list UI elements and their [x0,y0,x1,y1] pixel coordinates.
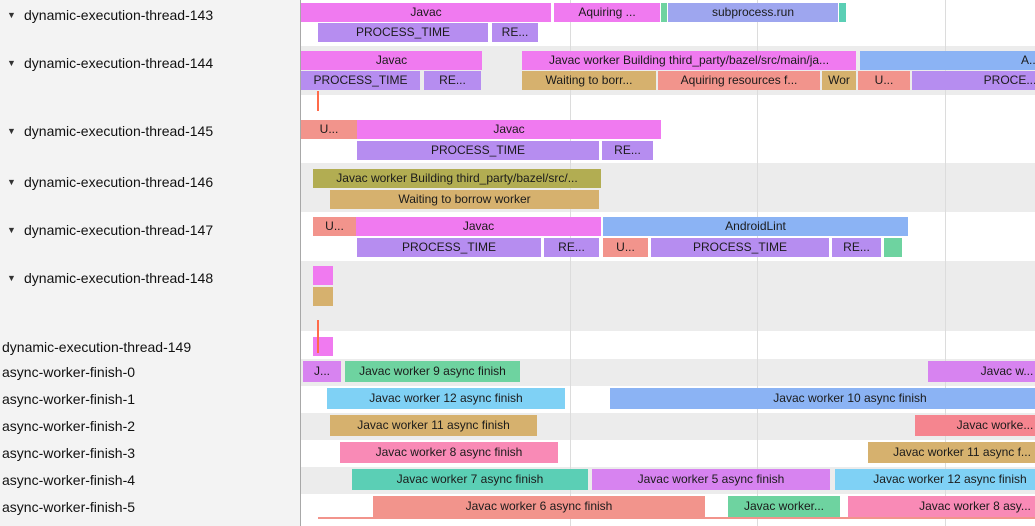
trace-slice[interactable]: Javac worker 6 async finish [373,496,705,517]
trace-slice[interactable]: J... [303,361,341,382]
trace-slice[interactable]: U... [313,217,356,236]
trace-slice[interactable]: U... [603,238,648,257]
row-label: dynamic-execution-thread-146 [24,173,214,190]
trace-slice[interactable]: PROCESS_TIME [357,141,599,160]
trace-slice[interactable]: Javac worker... [728,496,840,517]
row-label: dynamic-execution-thread-148 [24,269,214,286]
trace-slice[interactable]: RE... [544,238,599,257]
trace-slice[interactable]: Waiting to borr... [522,71,656,90]
trace-slice[interactable]: AndroidLint [603,217,908,236]
row-label: async-worker-finish-2 [2,417,136,434]
collapse-arrow-icon[interactable]: ▼ [7,176,16,187]
sidebar-row[interactable]: dynamic-execution-thread-149 [0,336,300,357]
collapse-arrow-icon[interactable]: ▼ [7,57,16,68]
trace-slice[interactable]: Javac worke... [915,415,1035,436]
sidebar-row[interactable]: ▼ dynamic-execution-thread-147 [0,219,300,240]
trace-slice[interactable]: RE... [602,141,653,160]
trace-slice[interactable]: Javac worker 9 async finish [345,361,520,382]
sidebar-row[interactable]: ▼ dynamic-execution-thread-144 [0,52,300,73]
trace-slice[interactable]: RE... [424,71,481,90]
row-label: dynamic-execution-thread-145 [24,122,214,139]
trace-slice[interactable]: Javac w... [928,361,1035,382]
trace-slice[interactable]: Aquiring resources f... [658,71,820,90]
trace-slice[interactable]: PROCESS_TIME [318,23,488,42]
trace-slice[interactable]: Javac [357,120,661,139]
trace-slice[interactable] [839,3,846,22]
trace-slice[interactable] [313,266,333,285]
trace-slice[interactable]: Javac [356,217,601,236]
sidebar-row[interactable]: ▼ dynamic-execution-thread-148 [0,267,300,288]
sidebar-row[interactable]: async-worker-finish-0 [0,361,300,382]
flow-marker [318,517,1035,519]
trace-slice[interactable]: Aquiring ... [554,3,660,22]
timeline-grid-line [757,0,758,526]
row-label: dynamic-execution-thread-144 [24,54,214,71]
trace-slice[interactable]: Javac [301,51,482,70]
row-label: async-worker-finish-3 [2,444,136,461]
row-label: async-worker-finish-5 [2,498,136,515]
sidebar-row[interactable]: async-worker-finish-4 [0,469,300,490]
collapse-arrow-icon[interactable]: ▼ [7,9,16,20]
sidebar-row[interactable]: ▼ dynamic-execution-thread-146 [0,171,300,192]
trace-slice[interactable]: Javac worker 8 async finish [340,442,558,463]
trace-slice[interactable]: Waiting to borrow worker [330,190,599,209]
trace-slice[interactable]: Wor [822,71,856,90]
trace-slice[interactable]: PROCE... [912,71,1035,90]
trace-slice[interactable]: subprocess.run [668,3,838,22]
row-label: dynamic-execution-thread-143 [24,6,214,23]
timeline: Javac Aquiring ... subprocess.run PROCESS_T… [301,0,1035,526]
trace-slice[interactable] [661,3,667,22]
trace-slice[interactable]: Javac worker Building third_party/bazel/… [313,169,601,188]
sidebar-row[interactable]: async-worker-finish-2 [0,415,300,436]
row-label: async-worker-finish-4 [2,471,136,488]
trace-slice[interactable]: Javac worker 10 async finish [610,388,1035,409]
trace-slice[interactable]: Javac worker 5 async finish [592,469,830,490]
row-label: async-worker-finish-0 [2,363,136,380]
sidebar-row[interactable]: async-worker-finish-1 [0,388,300,409]
trace-slice[interactable] [313,337,333,356]
trace-slice[interactable]: Javac worker 12 async finish [835,469,1035,490]
flow-marker [317,320,319,353]
trace-slice[interactable]: Javac worker 11 async f... [868,442,1035,463]
timeline-grid-line [945,0,946,526]
trace-slice[interactable] [313,287,333,306]
sidebar-row[interactable]: ▼ dynamic-execution-thread-143 [0,4,300,25]
timeline-grid-line [570,0,571,526]
trace-slice[interactable]: PROCESS_TIME [301,71,420,90]
trace-slice[interactable]: PROCESS_TIME [651,238,829,257]
trace-slice[interactable]: Javac [301,3,551,22]
row-label: dynamic-execution-thread-147 [24,221,214,238]
flow-marker [317,91,319,111]
trace-slice[interactable]: RE... [832,238,881,257]
trace-slice[interactable]: Javac worker 11 async finish [330,415,537,436]
trace-slice[interactable]: Javac worker 12 async finish [327,388,565,409]
sidebar-row[interactable]: async-worker-finish-3 [0,442,300,463]
sidebar-row[interactable]: async-worker-finish-5 [0,496,300,517]
trace-slice[interactable]: RE... [492,23,538,42]
trace-slice[interactable]: A... [860,51,1035,70]
trace-slice[interactable]: U... [858,71,910,90]
trace-slice[interactable]: Javac worker Building third_party/bazel/… [522,51,856,70]
collapse-arrow-icon[interactable]: ▼ [7,224,16,235]
trace-slice[interactable] [884,238,902,257]
sidebar-row[interactable]: ▼ dynamic-execution-thread-145 [0,120,300,141]
trace-slice[interactable]: Javac worker 8 asy... [848,496,1035,517]
trace-slice[interactable]: PROCESS_TIME [357,238,541,257]
row-label: async-worker-finish-1 [2,390,136,407]
trace-slice[interactable]: U... [301,120,357,139]
collapse-arrow-icon[interactable]: ▼ [7,125,16,136]
trace-slice[interactable]: Javac worker 7 async finish [352,469,588,490]
sidebar: ▼ dynamic-execution-thread-143 ▼ dynamic-ex… [0,0,301,526]
collapse-arrow-icon[interactable]: ▼ [7,272,16,283]
row-label: dynamic-execution-thread-149 [2,338,192,355]
row-band [301,261,1035,331]
